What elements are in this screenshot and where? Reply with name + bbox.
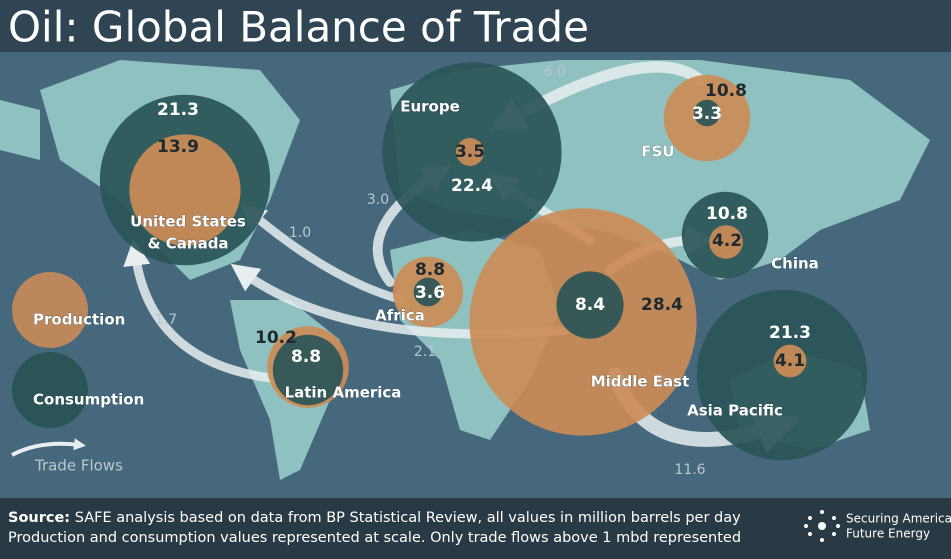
region-name: Middle East: [591, 373, 690, 391]
production-bubble: [456, 138, 484, 166]
consumption-bubble: [413, 277, 443, 307]
source-label: Source:: [8, 510, 70, 526]
consumption-value: 3.3: [692, 104, 722, 124]
consumption-value: 21.3: [769, 323, 811, 343]
footer: [0, 498, 951, 559]
legend-trade-flows: Trade Flows: [34, 457, 123, 475]
consumption-value: 8.4: [575, 295, 605, 315]
production-value: 4.2: [712, 231, 742, 251]
consumption-bubble: [272, 334, 344, 406]
source-note: Production and consumption values repres…: [8, 530, 741, 546]
region-name: & Canada: [147, 235, 228, 253]
region-name: Europe: [400, 98, 460, 116]
legend-arrow: [11, 438, 86, 457]
production-value: 10.2: [255, 328, 297, 348]
consumption-value: 22.4: [451, 176, 493, 196]
legend-production: Production: [33, 311, 125, 329]
production-bubble: [129, 134, 241, 246]
logo-line: Securing America's: [846, 512, 951, 526]
region-name: Africa: [375, 307, 425, 325]
trade-flow-label: 1.7: [155, 312, 177, 328]
trade-flow-label: 2.1: [414, 344, 436, 360]
source-text: SAFE analysis based on data from BP Stat…: [75, 510, 741, 526]
region-name: Latin America: [285, 384, 402, 402]
title: Oil: Global Balance of Trade: [8, 3, 589, 52]
consumption-bubble: [556, 271, 624, 339]
production-value: 28.4: [641, 295, 683, 315]
consumption-value: 10.8: [706, 204, 748, 224]
trade-flow: [123, 238, 295, 385]
production-bubble: [773, 344, 807, 378]
trade-flow-label: 3.0: [367, 192, 389, 208]
region-name: FSU: [641, 143, 674, 161]
legend-consumption-swatch: [12, 352, 88, 428]
region-name: China: [771, 255, 819, 273]
production-value: 8.8: [415, 260, 445, 280]
production-bubble: [709, 225, 743, 259]
legend-production-swatch: [12, 272, 88, 348]
logo-mark: [804, 510, 840, 542]
trade-flow-label: 11.6: [674, 462, 705, 478]
legend-consumption: Consumption: [33, 391, 144, 409]
source: Source: SAFE analysis based on data from…: [8, 510, 741, 526]
production-value: 10.8: [705, 81, 747, 101]
trade-flow: [240, 203, 407, 305]
consumption-value: 3.6: [415, 283, 445, 303]
trade-flow-label: 1.0: [289, 225, 311, 241]
production-value: 4.1: [775, 351, 805, 371]
logo-line: Future Energy: [846, 527, 930, 541]
consumption-bubble: [693, 99, 721, 127]
production-value: 3.5: [455, 142, 485, 162]
region-name: Asia Pacific: [687, 402, 783, 420]
title-band: [0, 0, 951, 52]
production-value: 13.9: [157, 137, 199, 157]
consumption-value: 8.8: [291, 347, 321, 367]
consumption-value: 21.3: [157, 100, 199, 120]
region-name: United States: [130, 213, 246, 231]
trade-flow-label: 6.0: [544, 64, 566, 80]
